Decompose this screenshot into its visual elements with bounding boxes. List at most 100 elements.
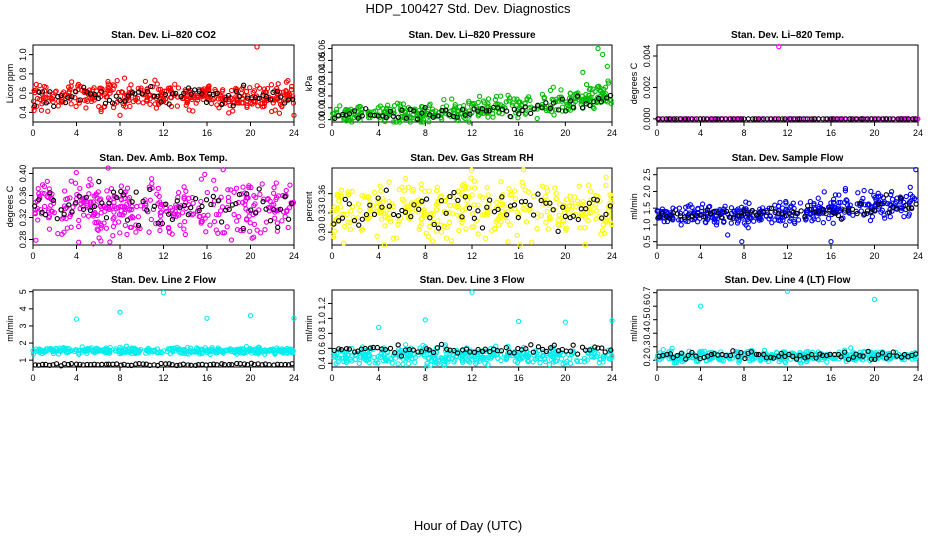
data-point xyxy=(231,100,238,106)
chart-title: Stan. Dev. Line 4 (LT) Flow xyxy=(725,275,851,286)
data-point xyxy=(233,88,240,95)
data-point xyxy=(678,222,684,228)
data-point xyxy=(831,210,837,216)
data-point xyxy=(86,191,92,197)
data-point xyxy=(758,116,765,122)
data-point xyxy=(177,222,183,228)
plot-frame xyxy=(656,44,919,123)
data-point xyxy=(693,353,699,359)
data-point xyxy=(776,210,782,216)
data-point xyxy=(589,354,595,360)
data-point xyxy=(170,211,177,217)
data-point xyxy=(270,100,276,106)
data-point xyxy=(68,79,75,85)
data-point xyxy=(435,198,441,204)
data-point xyxy=(756,116,762,122)
data-point xyxy=(678,350,685,356)
data-point xyxy=(704,116,710,122)
y-tick-label: 4 xyxy=(18,306,28,311)
data-point xyxy=(117,97,123,104)
data-point xyxy=(219,219,225,225)
data-point xyxy=(133,222,139,228)
data-point xyxy=(73,89,79,95)
data-point xyxy=(285,224,291,231)
data-point xyxy=(671,116,677,122)
data-point xyxy=(826,204,832,210)
data-point xyxy=(47,190,53,196)
x-tick-label: 8 xyxy=(741,128,746,138)
data-point xyxy=(515,214,521,221)
data-point xyxy=(443,210,449,216)
data-point xyxy=(162,91,169,98)
data-point xyxy=(915,116,921,122)
data-point xyxy=(98,106,104,112)
data-point xyxy=(404,209,411,215)
data-point xyxy=(138,85,144,91)
data-point xyxy=(451,189,457,196)
data-point xyxy=(395,221,401,227)
data-point xyxy=(509,191,515,198)
data-point xyxy=(419,198,425,204)
data-point xyxy=(469,224,475,230)
data-point xyxy=(901,213,907,220)
data-point xyxy=(185,344,191,351)
data-point xyxy=(262,227,268,233)
data-point xyxy=(567,91,574,97)
data-point xyxy=(140,198,146,204)
data-point xyxy=(338,187,345,193)
data-point xyxy=(483,108,490,114)
data-point xyxy=(41,183,48,190)
data-point xyxy=(802,355,808,361)
data-point xyxy=(386,198,392,205)
data-point xyxy=(363,349,369,355)
chart-title: Stan. Dev. Amb. Box Temp. xyxy=(99,153,227,164)
data-point xyxy=(708,351,715,358)
data-point xyxy=(787,204,793,210)
data-point xyxy=(778,350,784,357)
data-point xyxy=(73,200,79,206)
data-point xyxy=(466,119,472,125)
data-point xyxy=(151,348,157,355)
y-tick-label: 0.04 xyxy=(317,63,327,81)
data-point xyxy=(143,350,149,356)
data-point xyxy=(181,226,187,232)
data-point xyxy=(716,355,722,361)
data-point xyxy=(776,116,782,122)
outlier-point xyxy=(739,239,745,245)
data-point xyxy=(748,349,755,355)
data-point xyxy=(734,207,740,213)
data-point xyxy=(479,212,485,218)
x-axis-label: Hour of Day (UTC) xyxy=(413,518,523,533)
data-point xyxy=(90,87,96,93)
data-point xyxy=(579,344,586,350)
data-point xyxy=(53,88,59,94)
data-point xyxy=(697,116,703,122)
data-point xyxy=(31,203,38,209)
data-point xyxy=(768,205,775,212)
data-point xyxy=(192,87,198,93)
data-point xyxy=(55,230,61,237)
data-point xyxy=(205,93,212,100)
data-point xyxy=(247,85,253,91)
data-point xyxy=(358,227,365,233)
data-point xyxy=(193,362,199,369)
data-point xyxy=(816,208,822,215)
data-point xyxy=(728,205,735,211)
data-point xyxy=(61,188,68,194)
data-point xyxy=(386,179,392,185)
data-point xyxy=(454,350,461,356)
x-tick-label: 8 xyxy=(423,128,428,138)
data-point xyxy=(346,111,353,117)
data-point xyxy=(77,97,83,103)
data-point xyxy=(433,358,439,365)
data-point xyxy=(575,90,581,96)
data-point xyxy=(142,78,149,85)
data-point xyxy=(903,202,909,208)
data-point xyxy=(875,352,881,358)
data-point xyxy=(595,95,602,102)
data-point xyxy=(603,219,609,225)
data-point xyxy=(556,212,562,218)
data-point xyxy=(415,349,421,355)
data-point xyxy=(794,116,801,122)
data-point xyxy=(36,191,42,197)
